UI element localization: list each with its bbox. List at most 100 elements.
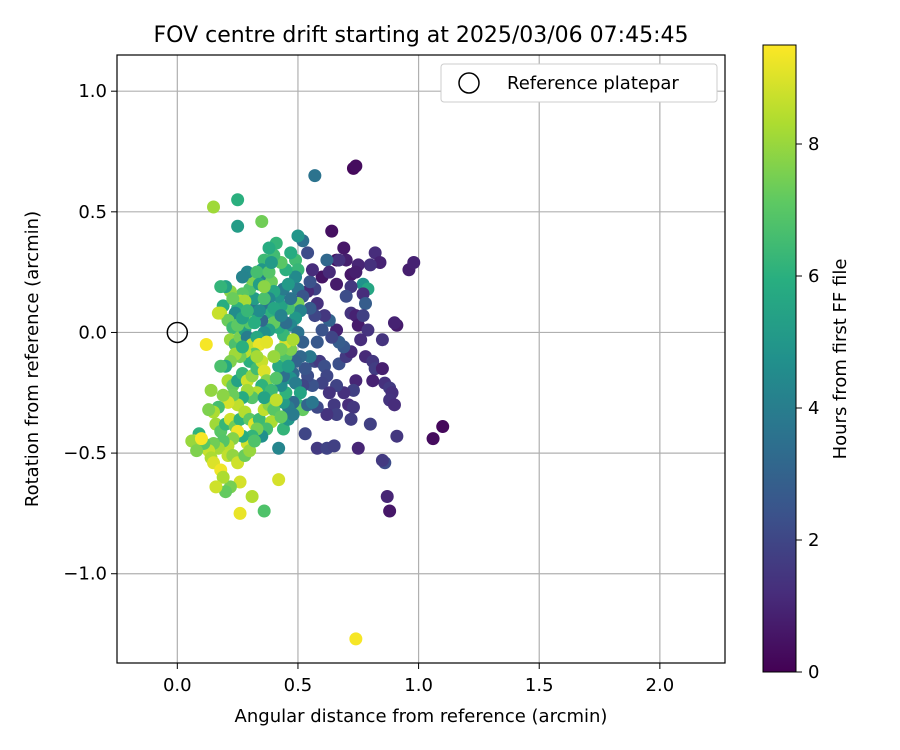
data-point — [375, 362, 389, 376]
data-point — [390, 429, 404, 443]
data-point — [274, 410, 288, 424]
legend-box — [440, 63, 718, 103]
data-point — [272, 473, 286, 487]
legend-marker-icon — [458, 72, 480, 94]
data-point — [199, 338, 213, 352]
data-point — [257, 391, 271, 405]
data-point — [320, 407, 334, 421]
data-point — [337, 241, 351, 255]
data-point — [361, 323, 375, 337]
data-point — [436, 420, 450, 434]
data-point — [252, 304, 266, 318]
data-point — [211, 306, 225, 320]
data-point — [349, 159, 363, 173]
data-point — [354, 333, 368, 347]
data-point — [380, 490, 394, 504]
data-point — [257, 280, 271, 294]
data-point — [363, 417, 377, 431]
data-point — [322, 386, 336, 400]
colorbar-gradient — [762, 44, 797, 673]
axis-ticks: 0.0 0.5 1.0 1.5 2.0 1.0 0.5 0.0 −0.5 −1.0 — [63, 81, 674, 696]
data-point — [243, 444, 257, 458]
plot-frame — [116, 54, 726, 664]
data-point — [231, 193, 245, 207]
data-point — [245, 490, 259, 504]
data-point — [407, 255, 421, 269]
x-tick-label: 0.0 — [163, 675, 192, 696]
x-tick-label: 1.0 — [404, 675, 433, 696]
x-tick-label: 0.5 — [284, 675, 313, 696]
data-point — [383, 504, 397, 518]
data-point — [209, 480, 223, 494]
data-point — [204, 383, 218, 397]
data-point — [284, 292, 298, 306]
legend: Reference platepar — [440, 63, 718, 103]
data-point — [235, 340, 249, 354]
data-point — [359, 297, 373, 311]
data-point — [387, 398, 401, 412]
data-point — [233, 506, 247, 520]
data-point — [274, 309, 288, 323]
data-point — [194, 432, 208, 446]
data-point — [289, 376, 303, 390]
data-point — [305, 379, 319, 393]
data-point — [315, 323, 329, 337]
colorbar-tick-label: 2 — [808, 530, 819, 551]
chart-title: FOV centre drift starting at 2025/03/06 … — [154, 23, 689, 48]
data-point — [293, 386, 307, 400]
data-point — [305, 263, 319, 277]
y-axis-label: Rotation from reference (arcmin) — [22, 211, 43, 507]
data-point — [303, 275, 317, 289]
data-point — [346, 400, 360, 414]
data-point — [257, 504, 271, 518]
y-tick-label: 1.0 — [78, 81, 107, 102]
data-point — [269, 371, 283, 385]
data-point — [298, 427, 312, 441]
data-point — [286, 333, 300, 347]
data-point — [305, 395, 319, 409]
data-point — [272, 359, 286, 373]
data-point — [248, 434, 262, 448]
data-point — [327, 439, 341, 453]
data-point — [330, 277, 344, 291]
data-point — [226, 292, 240, 306]
colorbar-tick-label: 0 — [808, 662, 819, 683]
data-point — [375, 453, 389, 467]
data-point — [322, 265, 336, 279]
data-point — [301, 246, 315, 260]
data-point — [216, 388, 230, 402]
data-point — [190, 444, 204, 458]
data-point — [303, 350, 317, 364]
data-point — [281, 359, 295, 373]
data-point — [344, 280, 358, 294]
x-axis-label: Angular distance from reference (arcmin) — [235, 706, 608, 727]
data-point — [264, 255, 278, 269]
data-point — [351, 318, 365, 332]
reference-platepar-marker — [166, 321, 189, 344]
data-point — [262, 241, 276, 255]
data-point — [214, 280, 228, 294]
data-point — [233, 475, 247, 489]
data-point — [363, 258, 377, 272]
data-point — [219, 485, 233, 499]
data-point — [375, 333, 389, 347]
data-point — [368, 246, 382, 260]
data-point — [317, 309, 331, 323]
data-point — [310, 441, 324, 455]
data-point — [284, 246, 298, 260]
legend-label: Reference platepar — [507, 73, 679, 94]
data-point — [240, 304, 254, 318]
colorbar: 0 2 4 6 8 Hours from first FF file — [762, 44, 851, 683]
colorbar-tick-label: 4 — [808, 398, 819, 419]
data-point — [250, 265, 264, 279]
data-point — [267, 350, 281, 364]
data-point — [202, 403, 216, 417]
data-point — [426, 432, 440, 446]
colorbar-tick-label: 6 — [808, 266, 819, 287]
y-tick-label: −0.5 — [63, 443, 107, 464]
y-tick-label: −1.0 — [63, 564, 107, 585]
data-point — [387, 316, 401, 330]
data-point — [339, 289, 353, 303]
data-point — [308, 169, 322, 183]
